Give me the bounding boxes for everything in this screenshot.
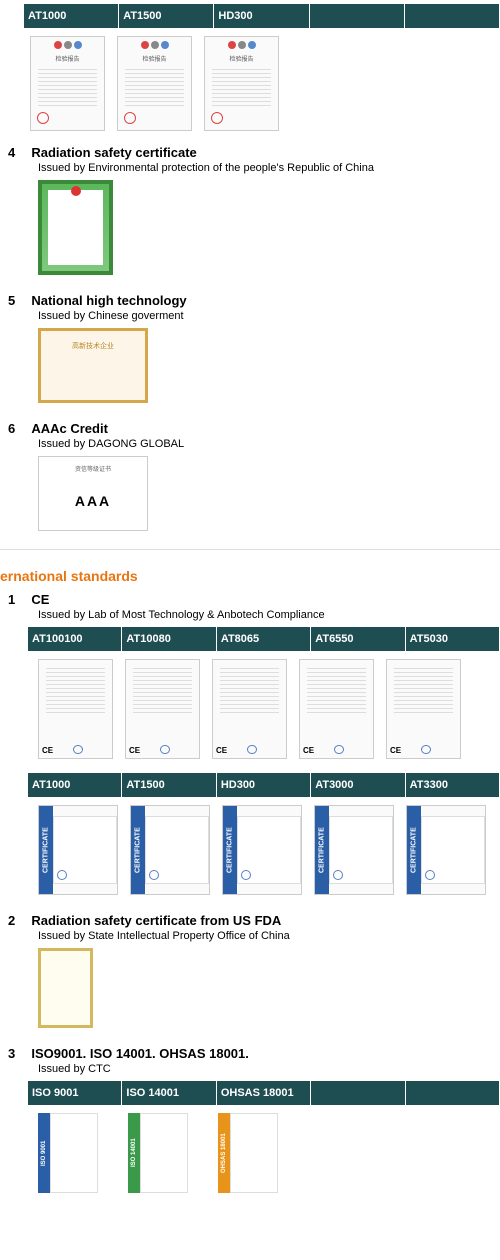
intl-section-3: 3 ISO9001. ISO 14001. OHSAS 18001. Issue… bbox=[0, 1046, 500, 1193]
cert-thumb-iso[interactable]: OHSAS 18001 bbox=[218, 1113, 278, 1193]
tab[interactable]: ISO 14001 bbox=[122, 1081, 216, 1105]
section-6: 6 AAAc Credit Issued by DAGONG GLOBAL 资信… bbox=[0, 421, 500, 531]
cert-thumb-aaa[interactable]: 资信等级证书 AAA bbox=[38, 456, 148, 531]
section-num: 2 bbox=[8, 913, 28, 928]
aaa-text: AAA bbox=[75, 493, 111, 509]
intl-section-2: 2 Radiation safety certificate from US F… bbox=[0, 913, 500, 1028]
ce-cert-row-2: CERTIFICATE CERTIFICATE CERTIFICATE CERT… bbox=[38, 805, 500, 895]
stamp-icon bbox=[124, 112, 136, 124]
section-num: 5 bbox=[8, 293, 28, 308]
tab-at1500[interactable]: AT1500 bbox=[119, 4, 214, 28]
tab-at1000[interactable]: AT1000 bbox=[24, 4, 119, 28]
cert-thumb-ce2[interactable]: CERTIFICATE bbox=[314, 805, 394, 895]
separator bbox=[0, 549, 500, 550]
section-title: CE bbox=[31, 592, 49, 607]
tab[interactable]: AT100100 bbox=[28, 627, 122, 651]
section-5: 5 National high technology Issued by Chi… bbox=[0, 293, 500, 403]
category-header: ernational standards bbox=[0, 568, 500, 584]
section-sub: Issued by CTC bbox=[38, 1063, 500, 1075]
cert-thumb-ce[interactable]: CE bbox=[38, 659, 113, 759]
cert-thumb[interactable]: 检验报告 bbox=[117, 36, 192, 131]
cert-thumb-iso[interactable]: ISO 9001 bbox=[38, 1113, 98, 1193]
ce-tab-row-2: AT1000 AT1500 HD300 AT3000 AT3300 bbox=[28, 773, 500, 797]
section-title: Radiation safety certificate bbox=[31, 145, 196, 160]
ce-tab-row-1: AT100100 AT10080 AT8065 AT6550 AT5030 bbox=[28, 627, 500, 651]
tab[interactable]: AT6550 bbox=[311, 627, 405, 651]
cert-thumb-ce2[interactable]: CERTIFICATE bbox=[38, 805, 118, 895]
cert-thumb-ce2[interactable]: CERTIFICATE bbox=[406, 805, 486, 895]
cert-thumb-green[interactable] bbox=[38, 180, 113, 275]
section-num: 3 bbox=[8, 1046, 28, 1061]
section-title: AAAc Credit bbox=[31, 421, 108, 436]
ce-cert-row-1: CE CE CE CE CE bbox=[38, 659, 500, 759]
section-num: 4 bbox=[8, 145, 28, 160]
aaa-header: 资信等级证书 bbox=[75, 464, 111, 473]
tab[interactable]: AT10080 bbox=[122, 627, 216, 651]
cert-thumb[interactable]: 检验报告 bbox=[204, 36, 279, 131]
tab[interactable]: AT1500 bbox=[122, 773, 216, 797]
report-label: 检验报告 bbox=[229, 54, 253, 63]
tab[interactable]: OHSAS 18001 bbox=[217, 1081, 311, 1105]
cert-thumb-fda[interactable] bbox=[38, 948, 93, 1028]
report-label: 检验报告 bbox=[55, 54, 79, 63]
tab-empty bbox=[406, 1081, 500, 1105]
section-sub: Issued by State Intellectual Property Of… bbox=[38, 930, 500, 942]
section-num: 6 bbox=[8, 421, 28, 436]
seal-icon bbox=[71, 186, 81, 196]
cert-thumb-iso[interactable]: ISO 14001 bbox=[128, 1113, 188, 1193]
section-4: 4 Radiation safety certificate Issued by… bbox=[0, 145, 500, 275]
tab[interactable]: HD300 bbox=[217, 773, 311, 797]
cert-thumb-ce2[interactable]: CERTIFICATE bbox=[130, 805, 210, 895]
section-title: ISO9001. ISO 14001. OHSAS 18001. bbox=[31, 1046, 249, 1061]
report-label: 检验报告 bbox=[142, 54, 166, 63]
cert-thumb-ornate[interactable]: 高新技术企业 bbox=[38, 328, 148, 403]
cert-thumb-ce[interactable]: CE bbox=[125, 659, 200, 759]
cert-thumb-ce[interactable]: CE bbox=[212, 659, 287, 759]
inspection-report-row: 检验报告 检验报告 检验报告 bbox=[30, 36, 500, 131]
cert-thumb-ce[interactable]: CE bbox=[299, 659, 374, 759]
stamp-icon bbox=[211, 112, 223, 124]
top-tab-row: AT1000 AT1500 HD300 bbox=[24, 4, 500, 28]
section-sub: Issued by DAGONG GLOBAL bbox=[38, 438, 500, 450]
tab[interactable]: AT1000 bbox=[28, 773, 122, 797]
tab[interactable]: AT8065 bbox=[217, 627, 311, 651]
tab[interactable]: AT3000 bbox=[311, 773, 405, 797]
stamp-icon bbox=[37, 112, 49, 124]
tab[interactable]: AT3300 bbox=[406, 773, 500, 797]
section-sub: Issued by Lab of Most Technology & Anbot… bbox=[38, 609, 500, 621]
tab-empty bbox=[405, 4, 500, 28]
tab[interactable]: AT5030 bbox=[406, 627, 500, 651]
tab[interactable]: ISO 9001 bbox=[28, 1081, 122, 1105]
cert-thumb[interactable]: 检验报告 bbox=[30, 36, 105, 131]
section-sub: Issued by Environmental protection of th… bbox=[38, 162, 500, 174]
iso-cert-row: ISO 9001 ISO 14001 OHSAS 18001 bbox=[38, 1113, 500, 1193]
section-sub: Issued by Chinese goverment bbox=[38, 310, 500, 322]
intl-section-1: 1 CE Issued by Lab of Most Technology & … bbox=[0, 592, 500, 895]
cert-thumb-ce[interactable]: CE bbox=[386, 659, 461, 759]
tab-hd300[interactable]: HD300 bbox=[214, 4, 309, 28]
section-title: National high technology bbox=[31, 293, 186, 308]
section-num: 1 bbox=[8, 592, 28, 607]
iso-tab-row: ISO 9001 ISO 14001 OHSAS 18001 bbox=[28, 1081, 500, 1105]
tab-empty bbox=[311, 1081, 405, 1105]
cert-thumb-ce2[interactable]: CERTIFICATE bbox=[222, 805, 302, 895]
section-title: Radiation safety certificate from US FDA bbox=[31, 913, 281, 928]
tab-empty bbox=[310, 4, 405, 28]
